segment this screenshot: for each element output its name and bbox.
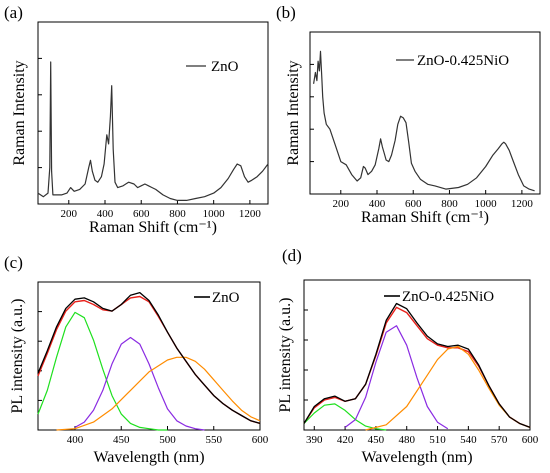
x-axis-title: Wavelength (nm)	[361, 449, 472, 466]
x-ticks: 390 420 450 480 510 540 570 600	[304, 309, 539, 446]
x-tick-label: 500	[159, 434, 176, 446]
x-tick-label: 400	[97, 208, 114, 220]
series-fit-peak	[365, 345, 531, 431]
x-tick-label: 540	[460, 434, 477, 446]
panel-a: (a) Raman Intensity Raman Shift (cm⁻¹) 2…	[4, 3, 269, 236]
panel-d: (d) PL intensity (a.u.) Wavelength (nm) …	[277, 246, 539, 466]
plot-frame	[303, 279, 531, 431]
legend: ZnO-0.425NiO	[396, 53, 509, 69]
x-tick-label: 1000	[475, 198, 498, 210]
x-tick-label: 550	[206, 434, 223, 446]
x-tick-label: 1200	[511, 198, 534, 210]
x-tick-label: 1000	[203, 208, 226, 220]
legend-label: ZnO-0.425NiO	[417, 53, 509, 69]
plot-frame	[309, 31, 541, 195]
y-axis-title: Raman Intensity	[11, 60, 28, 165]
x-tick-label: 800	[441, 198, 458, 210]
x-tick-label: 420	[337, 434, 354, 446]
x-axis-title: Raman Shift (cm⁻¹)	[89, 219, 217, 236]
y-axis-title: Raman Intensity	[285, 60, 302, 165]
series-measured	[37, 291, 261, 425]
legend-label: ZnO-0.425NiO	[402, 289, 494, 305]
plot-frame	[37, 21, 269, 205]
x-axis-title: Raman Shift (cm⁻¹)	[361, 209, 489, 226]
x-tick-label: 390	[306, 434, 323, 446]
series-group	[303, 302, 531, 431]
x-tick-label: 600	[252, 434, 269, 446]
legend-label: ZnO	[212, 290, 240, 306]
x-axis-title: Wavelength (nm)	[93, 449, 204, 466]
x-tick-label: 1200	[239, 208, 262, 220]
panel-c: (c) PL intensity (a.u.) Wavelength (nm) …	[4, 253, 269, 466]
x-tick-label: 570	[491, 434, 508, 446]
panel-label: (d)	[282, 246, 302, 265]
series-line	[313, 50, 535, 192]
panel-label: (b)	[276, 3, 296, 22]
x-tick-label: 200	[61, 208, 78, 220]
series-measured	[303, 302, 531, 429]
x-tick-label: 200	[333, 198, 350, 210]
x-tick-label: 450	[368, 434, 385, 446]
series-fit-peak	[37, 311, 168, 431]
x-tick-label: 600	[522, 434, 539, 446]
x-tick-label: 510	[429, 434, 446, 446]
x-tick-label: 600	[133, 208, 150, 220]
legend: ZnO	[186, 59, 239, 75]
series-fit-peak	[344, 325, 449, 430]
y-axis-title: PL intensity (a.u.)	[277, 298, 294, 413]
x-ticks: 400 450 500 550 600	[38, 311, 269, 446]
series-group	[313, 50, 535, 192]
series-group	[37, 61, 269, 201]
x-ticks: 200 400 600 800 1000 1200	[310, 63, 534, 210]
x-tick-label: 600	[405, 198, 422, 210]
series-line	[37, 61, 269, 201]
series-fit-sum	[37, 295, 261, 425]
legend-label: ZnO	[211, 59, 239, 75]
x-tick-label: 400	[369, 198, 386, 210]
x-ticks: 200 400 600 800 1000 1200	[38, 57, 262, 220]
panel-label: (c)	[4, 253, 23, 272]
series-fit-peak	[56, 356, 261, 431]
legend: ZnO-0.425NiO	[384, 289, 494, 305]
plot-frame	[37, 281, 261, 431]
legend: ZnO	[194, 290, 240, 306]
panel-b: (b) Raman Intensity Raman Shift (cm⁻¹) 2…	[276, 3, 541, 226]
x-tick-label: 800	[169, 208, 186, 220]
y-axis-title: PL intensity (a.u.)	[9, 299, 26, 414]
x-tick-label: 450	[113, 434, 130, 446]
panel-label: (a)	[4, 3, 23, 22]
series-group	[37, 291, 261, 431]
series-fit-peak	[74, 336, 205, 431]
series-fit-sum	[303, 306, 531, 429]
x-tick-label: 400	[67, 434, 84, 446]
x-tick-label: 480	[398, 434, 415, 446]
